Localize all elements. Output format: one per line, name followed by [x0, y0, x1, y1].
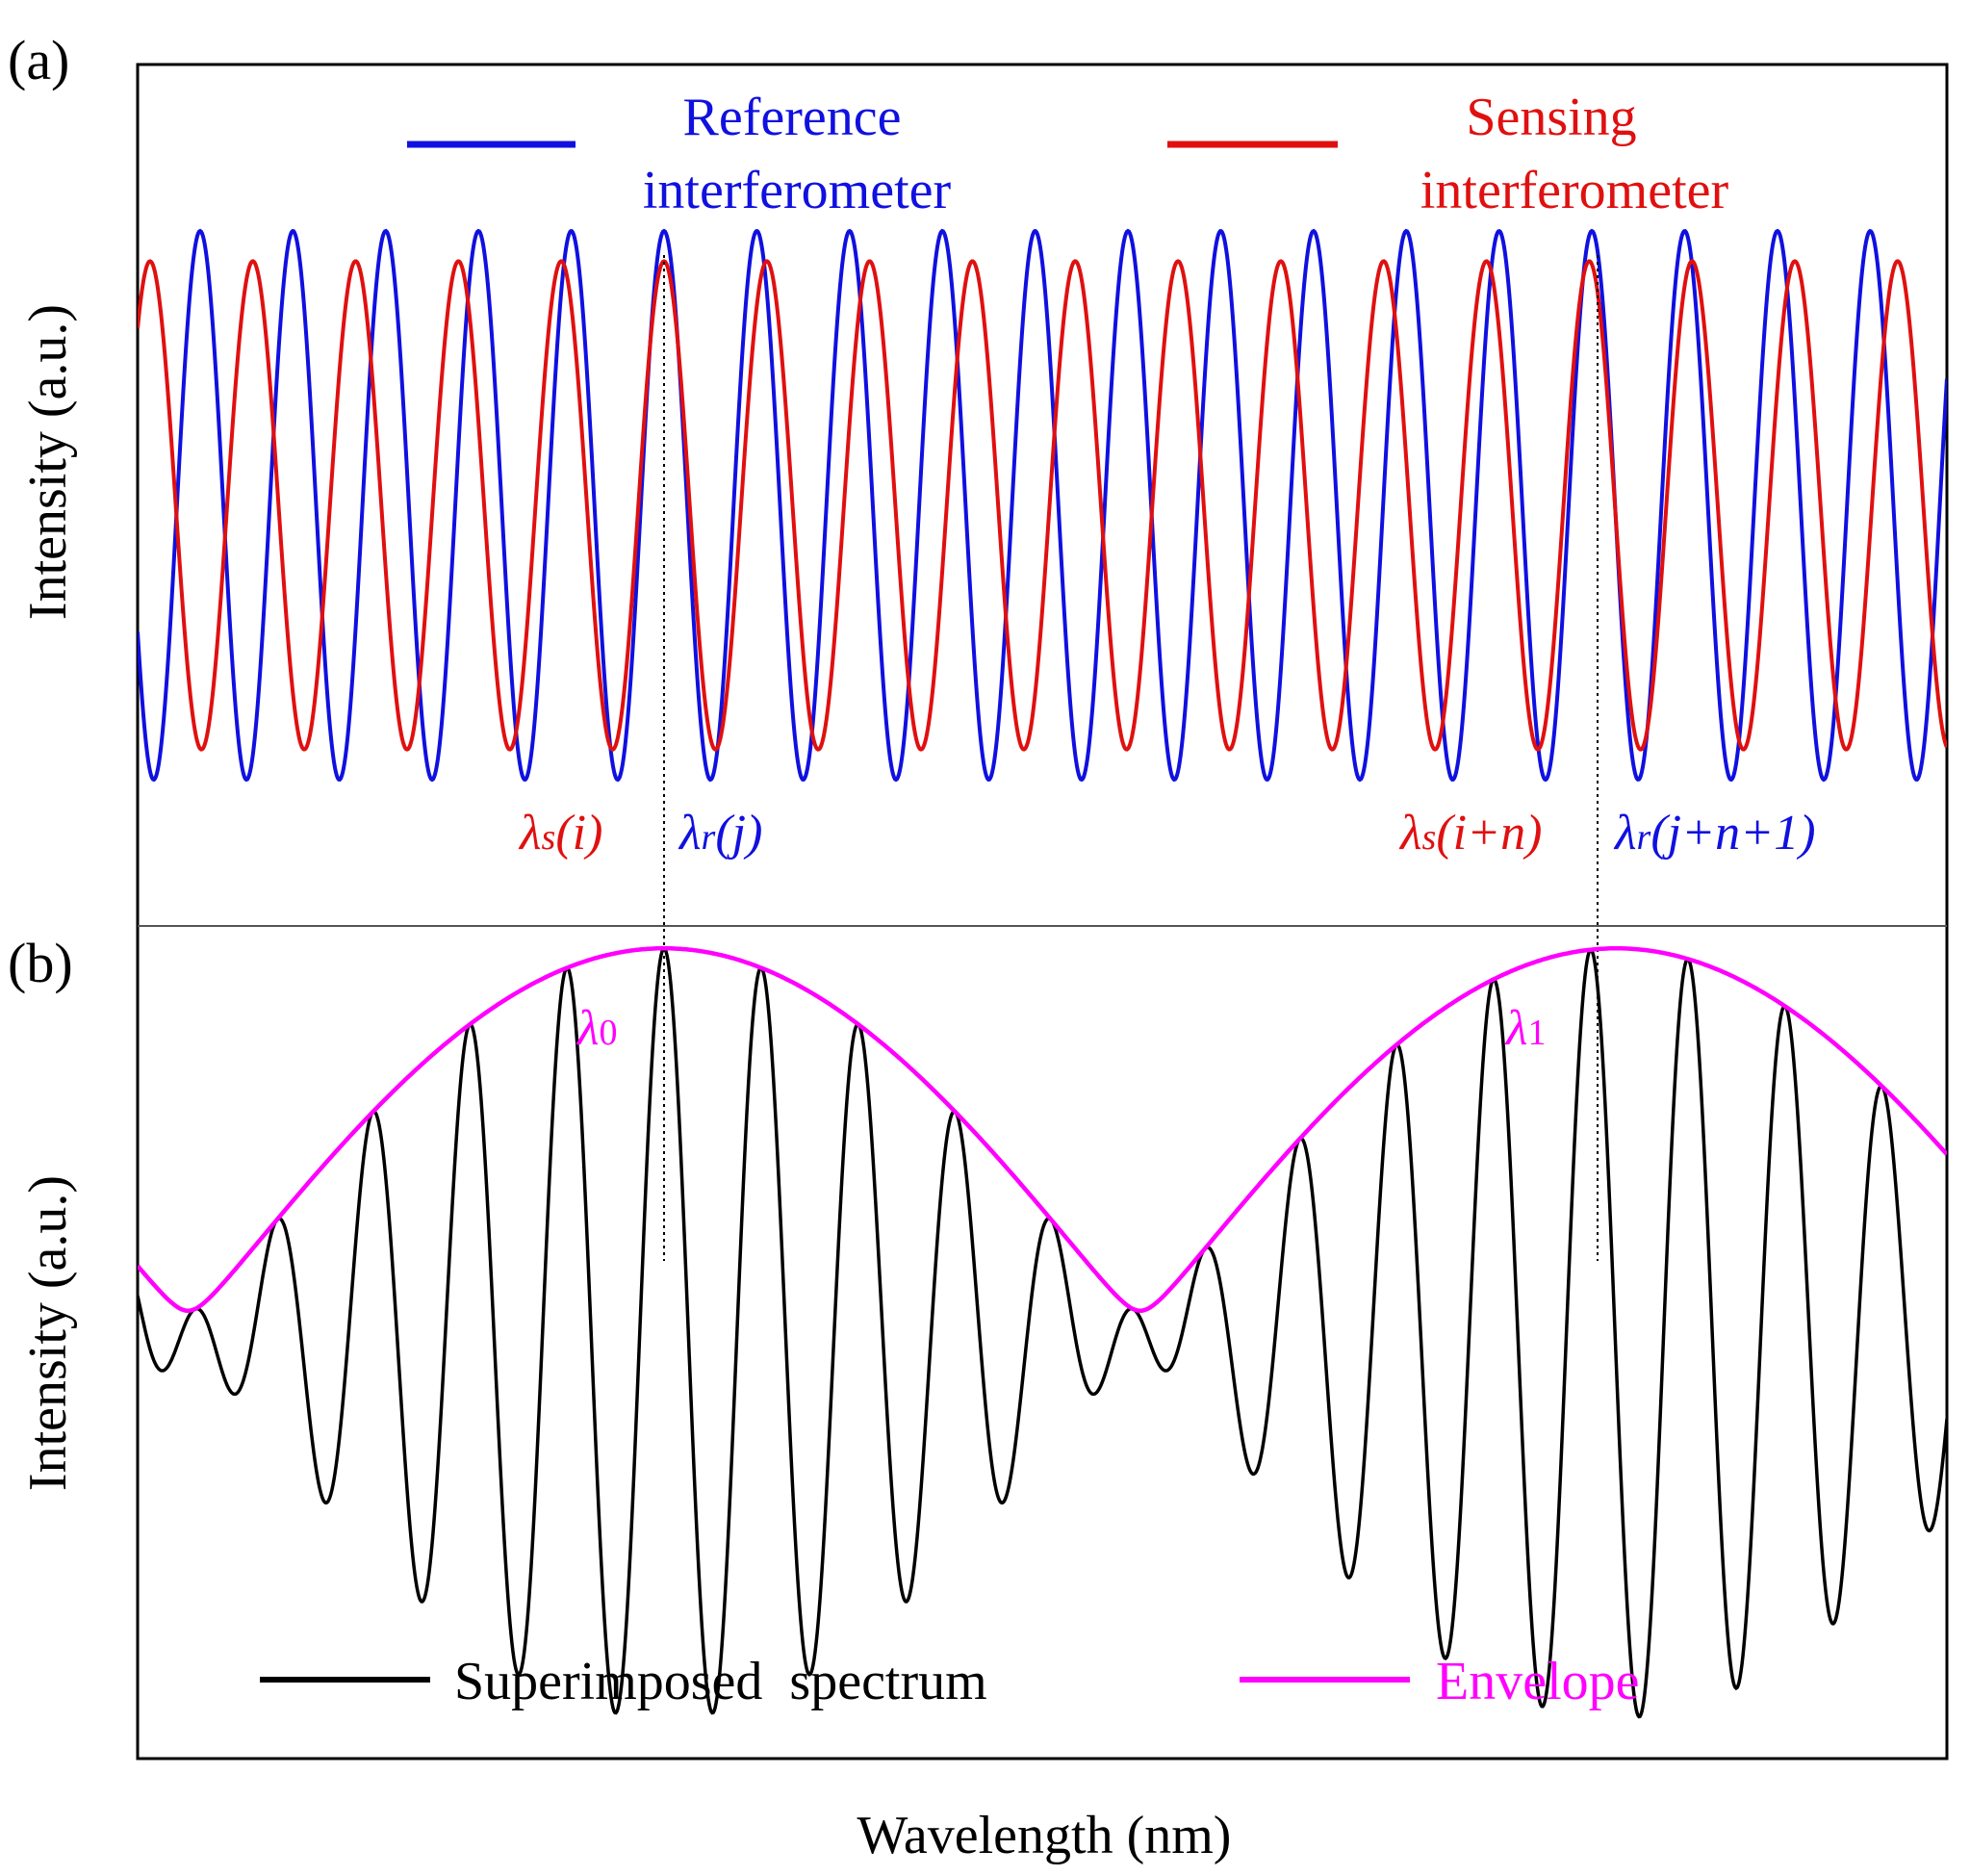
- legend-label-reference-line1: Reference: [683, 88, 902, 147]
- series-line-reference: [138, 228, 1947, 783]
- legend-label-sensing-line1: Sensing: [1466, 88, 1636, 147]
- annotation-lambda-s-i: λs(i): [518, 806, 602, 861]
- annotation-lambda-r-j-n-1: λr(j+n+1): [1613, 806, 1816, 861]
- panel-b-label: (b): [8, 932, 73, 994]
- legend-label-sensing-line2: interferometer: [1420, 161, 1729, 220]
- plot-frame: [136, 63, 1949, 1760]
- legend-label-envelope: Envelope: [1436, 1652, 1639, 1711]
- annotation-lambda-s-i-n: λs(i+n): [1398, 806, 1543, 861]
- annotation-lambda-0: λ0: [576, 1001, 618, 1056]
- x-axis-label: Wavelength (nm): [857, 1806, 1232, 1865]
- series-line-envelope: [138, 946, 1947, 1313]
- panel-a-label: (a): [8, 29, 69, 91]
- annotation-lambda-r-j: λr(j): [678, 806, 762, 861]
- legend-label-reference-line2: interferometer: [643, 161, 952, 220]
- legend-label-superimposed: Superimposed spectrum: [454, 1652, 987, 1711]
- y-axis-label-b: Intensity (a.u.): [18, 1175, 78, 1491]
- series-line-superimposed: [138, 946, 1947, 1719]
- series-line-sensing: [138, 259, 1947, 752]
- annotation-lambda-1: λ1: [1504, 1001, 1547, 1056]
- y-axis-label-a: Intensity (a.u.): [18, 304, 78, 620]
